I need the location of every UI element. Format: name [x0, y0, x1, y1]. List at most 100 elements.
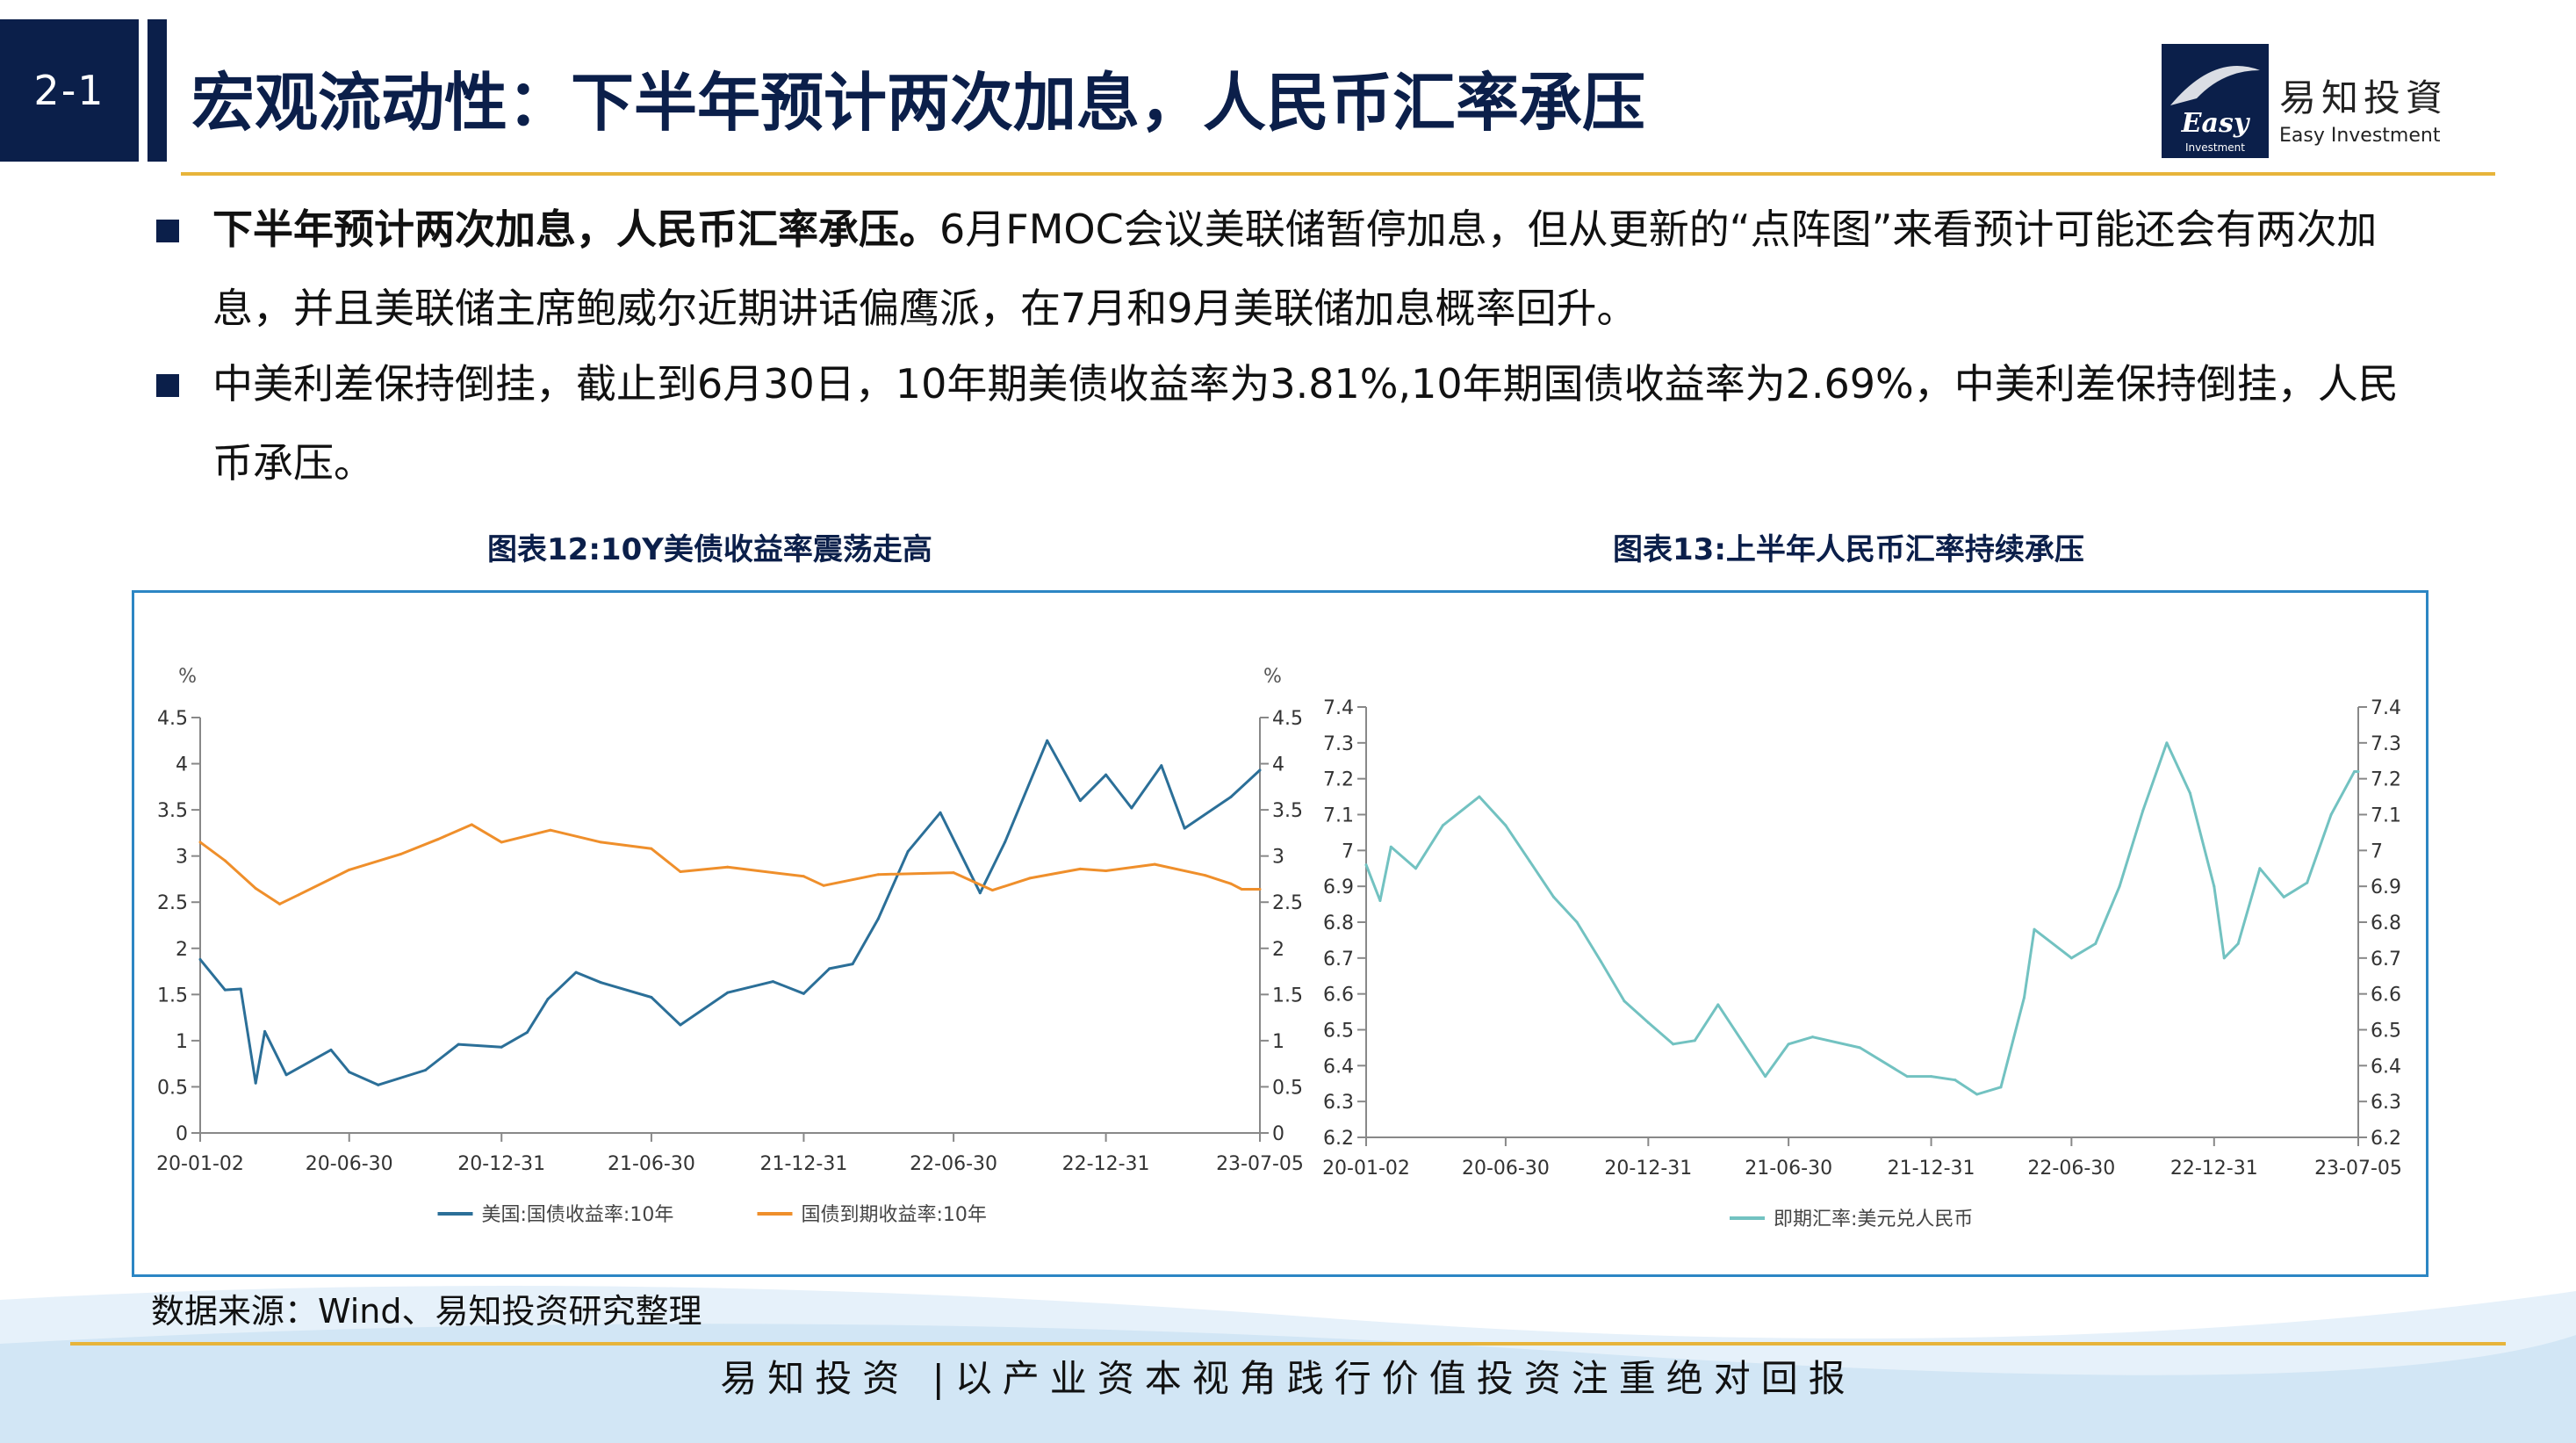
chart12-series-1-point: [377, 1083, 380, 1086]
chart13-series-1-point: [1716, 1003, 1720, 1006]
chart12-series-1-point: [1130, 806, 1133, 810]
chart13-ytick-label-left: 7.4: [1323, 697, 1354, 719]
chart13-series-1-point: [1672, 1043, 1675, 1046]
chart13-xtick-label: 21-12-31: [1888, 1158, 1975, 1180]
chart12-series-2-point: [679, 870, 682, 874]
chart13-series-1-point: [2094, 942, 2097, 945]
chart12-ytick-label-left: 0: [176, 1123, 188, 1145]
chart13-ytick-label-left: 6.9: [1323, 877, 1354, 898]
chart12-series-2-point: [822, 884, 825, 887]
chart13-series-1-point: [1414, 867, 1417, 870]
chart12-series-2-point: [278, 902, 282, 905]
chart12-series-2-point: [348, 868, 351, 871]
chart13-ytick-label-right: 7: [2371, 841, 2383, 862]
chart12-series-2-point: [599, 841, 602, 844]
chart12-ytick-label-left: 2: [176, 939, 188, 961]
chart12-ytick-label-right: 4.5: [1272, 708, 1303, 730]
chart12-unit-left: %: [178, 666, 197, 688]
chart12-series-2-point: [1028, 877, 1032, 880]
chart13-xtick-label: 21-06-30: [1745, 1158, 1832, 1180]
chart12-series-1-point: [254, 1081, 257, 1085]
chart12-series-1-point: [348, 1071, 351, 1074]
chart12-xtick-label: 20-12-31: [457, 1153, 545, 1175]
chart12-series-2-point: [399, 853, 402, 856]
chart12-ytick-label-left: 4: [176, 754, 188, 776]
chart12-series-2-line: [199, 823, 1260, 905]
chart13-series-1-point: [1930, 1075, 1933, 1079]
charts-frame: [132, 590, 2428, 1277]
chart12-series-2-point: [1258, 888, 1262, 891]
chart13-series-1-point: [2141, 809, 2145, 812]
chart12-ytick-label-right: 2.5: [1272, 892, 1303, 914]
chart12-series-1-point: [423, 1069, 427, 1072]
chart13-series-1-point: [1575, 920, 1579, 924]
bullet-2-body: 中美利差保持倒挂，截止到6月30日，10年期美债收益率为3.81%,10年期国债…: [212, 360, 2399, 487]
chart13-series-1-point: [2258, 867, 2262, 870]
chart13-ytick-label-right: 6.5: [2371, 1021, 2401, 1043]
chart13-ytick-label-right: 7.2: [2371, 769, 2401, 791]
chart13-series-1-point: [1764, 1075, 1767, 1079]
chart12-ytick-label-left: 1.5: [157, 985, 188, 1006]
bullet-square-icon: [156, 220, 179, 242]
chart12-ytick-label-right: 3: [1272, 847, 1284, 869]
chart12-series-2-point: [1204, 874, 1207, 877]
chart13-ytick-label-left: 6.7: [1323, 949, 1354, 970]
chart13-series-1-point: [1478, 795, 1481, 798]
chart12-series-2-point: [876, 873, 880, 877]
chart13-series-1-point: [2023, 996, 2026, 999]
chart12-series-1-point: [599, 981, 602, 985]
chart13-series-1-point: [2069, 956, 2073, 960]
chart12-series-1-point: [876, 917, 880, 920]
chart12-ytick-label-right: 2: [1272, 939, 1284, 961]
chart12-xtick-label: 20-01-02: [156, 1153, 244, 1175]
chart13-ytick-label-right: 6.4: [2371, 1056, 2401, 1078]
footer-slogan: 易知投资 |以产业资本视角践行价值投资注重绝对回报: [720, 1357, 1856, 1400]
logo-chinese-name: 易知投資: [2279, 76, 2449, 119]
chart13-series-1-point: [2236, 942, 2240, 945]
chart12-ytick-label-left: 1: [176, 1031, 188, 1053]
chart13-ytick-label-left: 6.6: [1323, 985, 1354, 1006]
chart12-xtick-label: 22-06-30: [910, 1153, 997, 1175]
chart-12-title: 图表12:10Y美债收益率震荡走高: [487, 532, 932, 567]
chart13-ytick-label-right: 6.9: [2371, 877, 2401, 898]
logo-english-name: Easy Investment: [2279, 125, 2441, 147]
chart13-ytick-label-left: 6.4: [1323, 1056, 1354, 1078]
data-source-note: 数据来源：Wind、易知投资研究整理: [151, 1292, 702, 1331]
chart13-ytick-label-right: 7.1: [2371, 805, 2401, 827]
chart12-unit-right: %: [1263, 666, 1282, 688]
chart13-series-1-point: [2329, 813, 2333, 816]
chart12-ytick-label-right: 1: [1272, 1031, 1284, 1053]
logo-mark-sub: Investment: [2185, 141, 2245, 154]
chart12-series-1-point: [978, 891, 982, 895]
chart13-series-1-point: [2118, 884, 2121, 888]
bullet-square-icon: [156, 374, 179, 397]
section-accent-bar: [148, 19, 167, 162]
chart13-ytick-label-right: 6.8: [2371, 913, 2401, 934]
chart13-series-1-point: [2306, 881, 2309, 884]
chart12-series-1-point: [1183, 826, 1186, 830]
chart13-series-1-line: [1364, 741, 2358, 1096]
chart12-xtick-label: 22-12-31: [1062, 1153, 1150, 1175]
chart13-series-1-point: [2357, 770, 2360, 773]
chart13-xtick-label: 22-12-31: [2170, 1158, 2258, 1180]
bullet-1-lead: 下半年预计两次加息，人民币汇率承压。: [212, 206, 939, 253]
chart12-series-1-point: [1160, 764, 1163, 768]
chart13-ytick-label-left: 7.2: [1323, 769, 1354, 791]
chart13-series-1-point: [2033, 927, 2036, 931]
chart13-series-1-point: [1787, 1043, 1790, 1046]
chart13-ytick-label-right: 7.3: [2371, 733, 2401, 755]
chart12-series-1-point: [1046, 739, 1049, 742]
chart12-series-2-point: [223, 859, 227, 862]
chart12-series-2-point: [650, 847, 653, 850]
chart13-series-1-point: [2282, 895, 2285, 898]
chart13-series-1-point: [1389, 845, 1392, 848]
bullet-1-text: 下半年预计两次加息，人民币汇率承压。6月FMOC会议美联储暂停加息，但从更新的“…: [212, 190, 2432, 348]
chart13-ytick-label-left: 6.5: [1323, 1021, 1354, 1043]
chart12-series-2-point: [297, 893, 300, 897]
chart12-ytick-label-left: 2.5: [157, 892, 188, 914]
chart12-series-2-point: [990, 889, 994, 892]
bullet-2: 中美利差保持倒挂，截止到6月30日，10年期美债收益率为3.81%,10年期国债…: [149, 344, 2432, 502]
chart12-series-1-point: [939, 811, 942, 814]
chart13-series-1-point: [1552, 895, 1556, 898]
chart12-series-1-point: [546, 998, 550, 1001]
